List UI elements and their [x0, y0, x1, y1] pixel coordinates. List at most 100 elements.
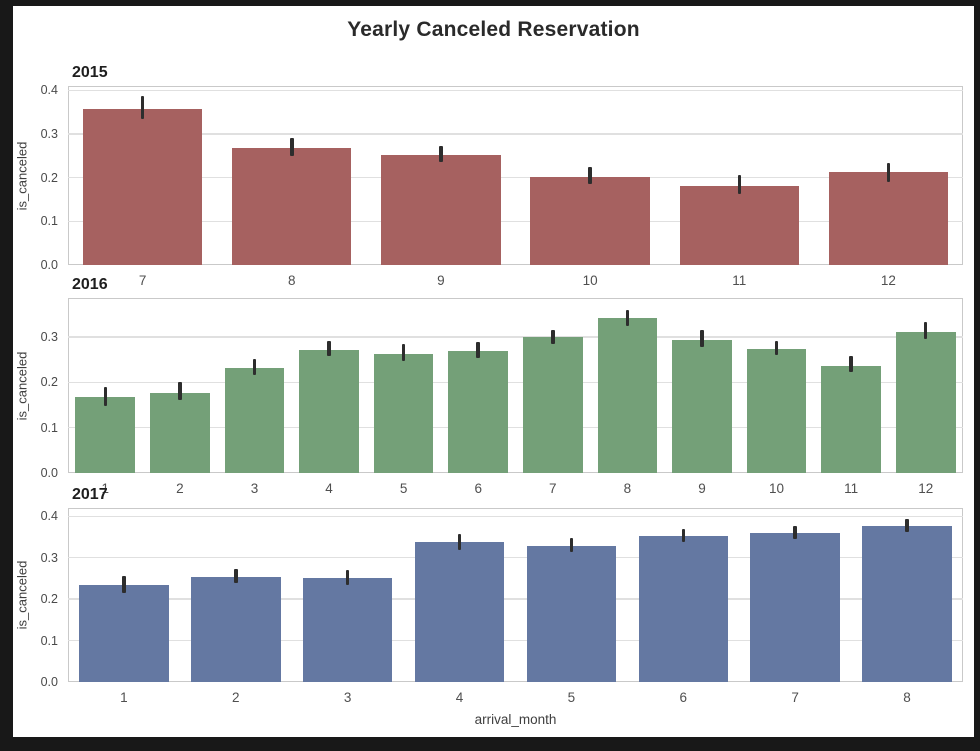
x-tick-label: 10 — [582, 273, 598, 288]
error-bar — [774, 341, 779, 356]
error-bar — [122, 575, 126, 593]
bar — [224, 368, 285, 473]
error-bar — [178, 382, 182, 401]
x-tick-label: 1 — [101, 481, 110, 496]
x-tick-label: 3 — [250, 481, 259, 496]
error-bar — [737, 175, 741, 194]
error-bar — [588, 167, 592, 184]
chart-title: Yearly Canceled Reservation — [347, 18, 640, 41]
error-bar — [457, 534, 462, 550]
y-tick-label: 0.3 — [40, 329, 58, 344]
error-bar — [345, 569, 350, 586]
x-tick-label: 2 — [176, 481, 184, 496]
error-bar — [905, 519, 909, 532]
bar — [821, 365, 881, 473]
gridline — [68, 639, 963, 642]
error-bar — [476, 342, 480, 359]
x-tick-label: 11 — [844, 481, 859, 496]
x-tick-label: 7 — [791, 690, 799, 705]
x-tick-label: 4 — [455, 690, 464, 705]
bar — [414, 542, 505, 682]
error-bar — [327, 340, 331, 357]
gridline — [68, 133, 963, 135]
error-bar — [103, 387, 108, 406]
bar — [862, 525, 952, 682]
y-tick-label: 0.1 — [40, 420, 58, 435]
bar — [597, 318, 658, 473]
gridline — [68, 89, 963, 92]
error-bar — [401, 343, 406, 361]
error-bar — [849, 356, 853, 373]
bar — [299, 349, 359, 473]
x-tick-label: 9 — [698, 481, 706, 496]
gridline — [68, 598, 963, 600]
axes-box-2016 — [68, 298, 963, 473]
y-tick-label: 0.3 — [40, 127, 58, 142]
x-tick-label: 2 — [232, 690, 240, 705]
x-tick-label: 11 — [732, 273, 747, 288]
error-bar — [140, 96, 145, 119]
bar — [150, 392, 210, 473]
subplot-title-2017: 2017 — [72, 486, 108, 503]
bar — [746, 348, 807, 473]
y-tick-label: 0.2 — [40, 375, 58, 390]
x-tick-label: 7 — [549, 481, 557, 496]
y-tick-label: 0.3 — [40, 550, 58, 565]
gridline — [68, 176, 963, 179]
bar — [828, 172, 949, 265]
bar — [895, 331, 956, 473]
x-axis-label: arrival_month — [474, 712, 557, 727]
bar — [530, 176, 650, 265]
error-bar — [793, 525, 797, 540]
bar — [750, 533, 840, 682]
bar — [75, 396, 136, 473]
x-tick-label: 1 — [120, 690, 128, 705]
x-tick-label: 12 — [918, 481, 934, 496]
bar — [638, 536, 729, 682]
y-tick-label: 0.0 — [40, 258, 58, 272]
x-tick-label: 8 — [903, 690, 911, 705]
bar — [373, 353, 434, 473]
error-bar — [886, 163, 891, 182]
y-tick-label: 0.4 — [40, 509, 58, 524]
y-tick-label: 0.1 — [40, 214, 58, 229]
y-tick-label: 0.0 — [40, 466, 58, 480]
gridline — [68, 336, 963, 338]
bar — [82, 108, 203, 265]
bar — [679, 185, 799, 265]
y-tick-label: 0.2 — [40, 592, 58, 607]
gridline — [68, 515, 963, 518]
y-axis-label: is_canceled — [14, 141, 30, 210]
error-bar — [625, 310, 630, 326]
bar — [191, 576, 281, 682]
bar — [526, 545, 617, 682]
error-bar — [290, 138, 294, 157]
bar — [448, 351, 509, 473]
error-bar — [252, 359, 257, 375]
error-bar — [551, 329, 555, 344]
bar — [302, 578, 393, 682]
y-axis-label: is_canceled — [14, 560, 30, 630]
x-tick-label: 12 — [880, 273, 896, 288]
error-bar — [439, 145, 443, 162]
error-bar — [700, 330, 704, 347]
bar — [672, 340, 732, 473]
x-tick-label: 5 — [567, 690, 576, 705]
x-tick-label: 6 — [679, 690, 688, 705]
gridline — [68, 220, 963, 223]
x-tick-label: 5 — [399, 481, 408, 496]
subplot-title-2016: 2016 — [72, 276, 108, 293]
x-tick-label: 9 — [437, 273, 445, 288]
gridline — [68, 426, 963, 429]
y-tick-label: 0.2 — [40, 170, 58, 185]
bar — [232, 147, 352, 265]
x-tick-label: 7 — [138, 273, 147, 288]
bar — [522, 337, 583, 473]
gridline — [68, 381, 963, 384]
y-tick-label: 0.0 — [40, 675, 58, 689]
x-tick-label: 3 — [343, 690, 352, 705]
y-tick-label: 0.1 — [40, 633, 58, 648]
x-tick-label: 6 — [474, 481, 482, 496]
subplot-title-2015: 2015 — [72, 64, 108, 81]
error-bar — [923, 321, 928, 340]
